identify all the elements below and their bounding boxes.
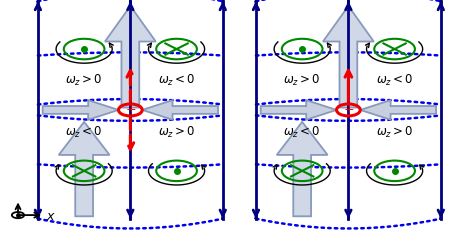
Polygon shape — [43, 100, 118, 120]
Polygon shape — [59, 122, 109, 216]
Text: $\omega_z < 0$: $\omega_z < 0$ — [158, 73, 195, 88]
Text: $\omega_z < 0$: $\omega_z < 0$ — [65, 125, 103, 140]
Text: $\omega_z < 0$: $\omega_z < 0$ — [283, 125, 321, 140]
Text: $x$: $x$ — [46, 210, 56, 223]
Text: $\omega_z < 0$: $\omega_z < 0$ — [376, 73, 413, 88]
Polygon shape — [360, 100, 436, 120]
Text: $\omega_z > 0$: $\omega_z > 0$ — [65, 73, 103, 88]
Text: $\omega_z > 0$: $\omega_z > 0$ — [376, 125, 413, 140]
Text: $\omega_z > 0$: $\omega_z > 0$ — [158, 125, 195, 140]
Text: $\omega_z > 0$: $\omega_z > 0$ — [283, 73, 321, 88]
Polygon shape — [323, 6, 374, 108]
Text: $+$: $+$ — [125, 103, 136, 116]
Polygon shape — [277, 122, 328, 216]
Polygon shape — [261, 100, 337, 120]
Polygon shape — [142, 100, 218, 120]
Text: $+$: $+$ — [343, 103, 354, 116]
Polygon shape — [105, 6, 156, 108]
